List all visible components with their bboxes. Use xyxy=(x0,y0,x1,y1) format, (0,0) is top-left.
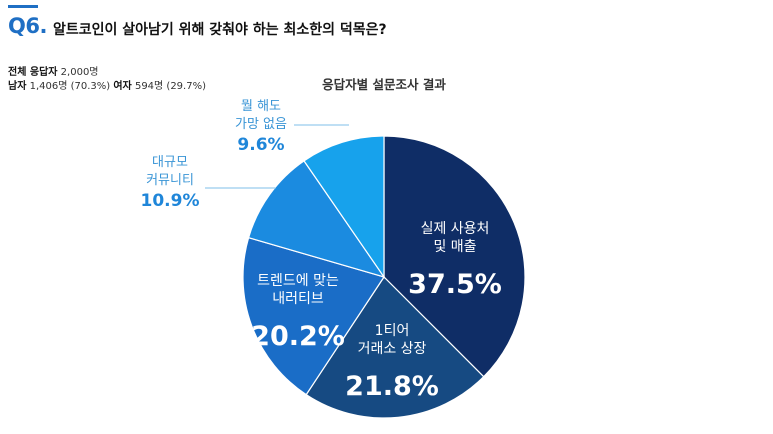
question-number: Q6. xyxy=(8,14,47,38)
slice-label-line-4-1: 가망 없음 xyxy=(235,117,287,132)
female-label: 여자 xyxy=(113,81,132,92)
total-label: 전체 응답자 xyxy=(8,67,58,78)
pie-slice-3 xyxy=(247,160,386,279)
slice-value-4: 9.6% xyxy=(237,135,284,155)
pie-slice-0 xyxy=(383,135,526,378)
chart-title: 응답자별 설문조사 결과 xyxy=(322,77,446,92)
male-value: 1,406명 (70.3%) xyxy=(29,81,111,92)
slice-label-line-3-0: 대규모 xyxy=(152,155,188,170)
respondents-total: 전체 응답자 2,000명 xyxy=(8,63,99,78)
slice-label-line-2-0: 트렌드에 맞는 xyxy=(257,273,339,289)
slice-label-line-4-0: 뭘 해도 xyxy=(241,99,281,114)
slice-label-line-1-1: 거래소 상장 xyxy=(358,341,427,357)
pie-slice-1 xyxy=(305,276,485,419)
slice-label-line-0-0: 실제 사용처 xyxy=(421,221,490,237)
slice-value-0: 37.5% xyxy=(408,269,502,300)
slice-value-2: 20.2% xyxy=(251,321,345,352)
slice-value-1: 21.8% xyxy=(345,371,439,402)
slice-label-line-3-1: 커뮤니티 xyxy=(146,173,194,188)
slice-label-line-1-0: 1티어 xyxy=(375,323,410,339)
total-value: 2,000명 xyxy=(60,67,99,78)
female-value: 594명 (29.7%) xyxy=(134,81,206,92)
pie-slice-4 xyxy=(303,135,385,279)
slice-label-line-0-1: 및 매출 xyxy=(433,239,476,255)
question-title: 알트코인이 살아남기 위해 갖춰야 하는 최소한의 덕목은? xyxy=(53,22,387,38)
slice-value-3: 10.9% xyxy=(141,191,200,211)
slice-label-line-2-1: 내러티브 xyxy=(272,291,324,307)
title-accent-bar xyxy=(8,5,38,8)
respondents-gender: 남자 1,406명 (70.3%) 여자 594명 (29.7%) xyxy=(8,77,206,92)
pie-slice-2 xyxy=(242,236,385,396)
male-label: 남자 xyxy=(8,81,27,92)
